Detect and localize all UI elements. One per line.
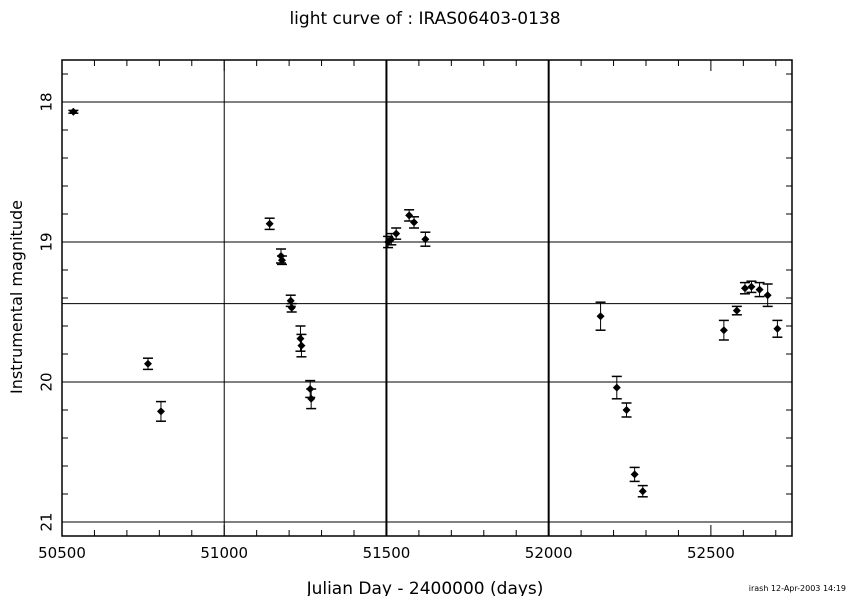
point-marker [405,211,414,220]
point-marker [277,256,286,265]
data-point [286,302,297,313]
data-point [68,107,79,116]
x-tick-label: 50500 [38,544,86,562]
point-marker [630,470,639,479]
data-point [762,283,773,308]
x-axis-label: Julian Day - 2400000 (days) [306,579,544,596]
data-point [731,305,742,316]
data-point [155,400,166,422]
y-axis-label: Instrumental magnitude [7,200,26,394]
tick-labels: 50500 51000 51500 52000 52500 18 19 20 21 [38,92,735,562]
point-marker [596,312,605,321]
data-point [264,217,275,231]
data-point [595,301,606,331]
point-marker [732,306,741,315]
y-tick-label: 20 [38,372,56,391]
point-marker [296,334,305,343]
point-marker [297,341,306,350]
point-marker [392,229,401,238]
x-tick-label: 51000 [200,544,248,562]
point-marker [622,406,631,414]
data-point [306,388,317,410]
data-point [296,333,307,358]
plot-frame [61,59,793,537]
data-point [409,216,420,229]
data-point [611,375,622,400]
chart-title: light curve of : IRAS06403-0138 [289,9,560,29]
axis-ticks [61,60,792,536]
y-tick-label: 21 [38,512,56,531]
point-marker [421,235,430,244]
data-point [772,319,783,338]
plot-footer-stamp: irash 12-Apr-2003 14:19 [749,584,846,593]
point-marker [719,326,728,335]
data-point [746,280,757,294]
point-marker [156,407,165,416]
point-marker [265,219,274,228]
data-point [404,209,415,222]
data-point [420,231,431,247]
data-point [739,281,750,295]
data-point [629,466,640,483]
x-tick-label: 52000 [525,544,573,562]
y-tick-label: 18 [38,92,56,111]
data-point [285,294,296,308]
point-marker [638,487,647,496]
data-point [637,484,648,498]
point-marker [755,285,764,294]
point-marker [143,359,152,368]
point-marker [747,282,756,291]
data-point [718,319,729,341]
point-marker [287,303,296,312]
data-point [276,255,287,266]
point-marker [612,383,621,392]
x-tick-label: 52500 [687,544,735,562]
data-point [142,357,153,371]
point-marker [763,291,772,300]
grid-lines [62,60,792,536]
point-marker [773,324,782,333]
data-point [754,281,765,298]
data-point [621,402,632,418]
y-tick-label: 19 [38,232,56,251]
point-marker [740,284,749,293]
x-tick-label: 51500 [363,544,411,562]
data-points [68,107,783,498]
data-point [391,227,402,240]
point-marker [410,218,419,227]
point-marker [69,107,78,116]
point-marker [286,296,295,305]
point-marker [307,394,316,403]
